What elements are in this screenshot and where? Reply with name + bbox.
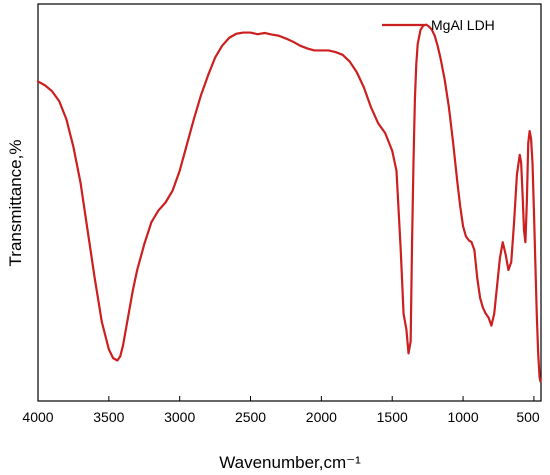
plot-frame <box>37 3 542 402</box>
x-tick-label: 3000 <box>164 409 195 425</box>
y-axis-title: Transmittance,% <box>6 140 25 267</box>
x-tick-label: 1000 <box>447 409 478 425</box>
x-axis-ticks <box>37 396 535 401</box>
x-tick-label: 3500 <box>93 409 124 425</box>
legend: MgAl LDH <box>382 17 495 33</box>
x-axis-title: Wavenumber,cm⁻¹ <box>219 453 361 472</box>
x-axis-tick-labels: 4000 3500 3000 2500 2000 1500 1000 500 <box>22 409 539 425</box>
x-tick-label: 2000 <box>306 409 337 425</box>
x-tick-label: 4000 <box>22 409 53 425</box>
x-tick-label: 1500 <box>377 409 408 425</box>
x-tick-label: 2500 <box>235 409 266 425</box>
series-line-mgal-ldh <box>36 23 542 383</box>
x-tick-label: 500 <box>516 409 540 425</box>
legend-label: MgAl LDH <box>431 17 495 33</box>
